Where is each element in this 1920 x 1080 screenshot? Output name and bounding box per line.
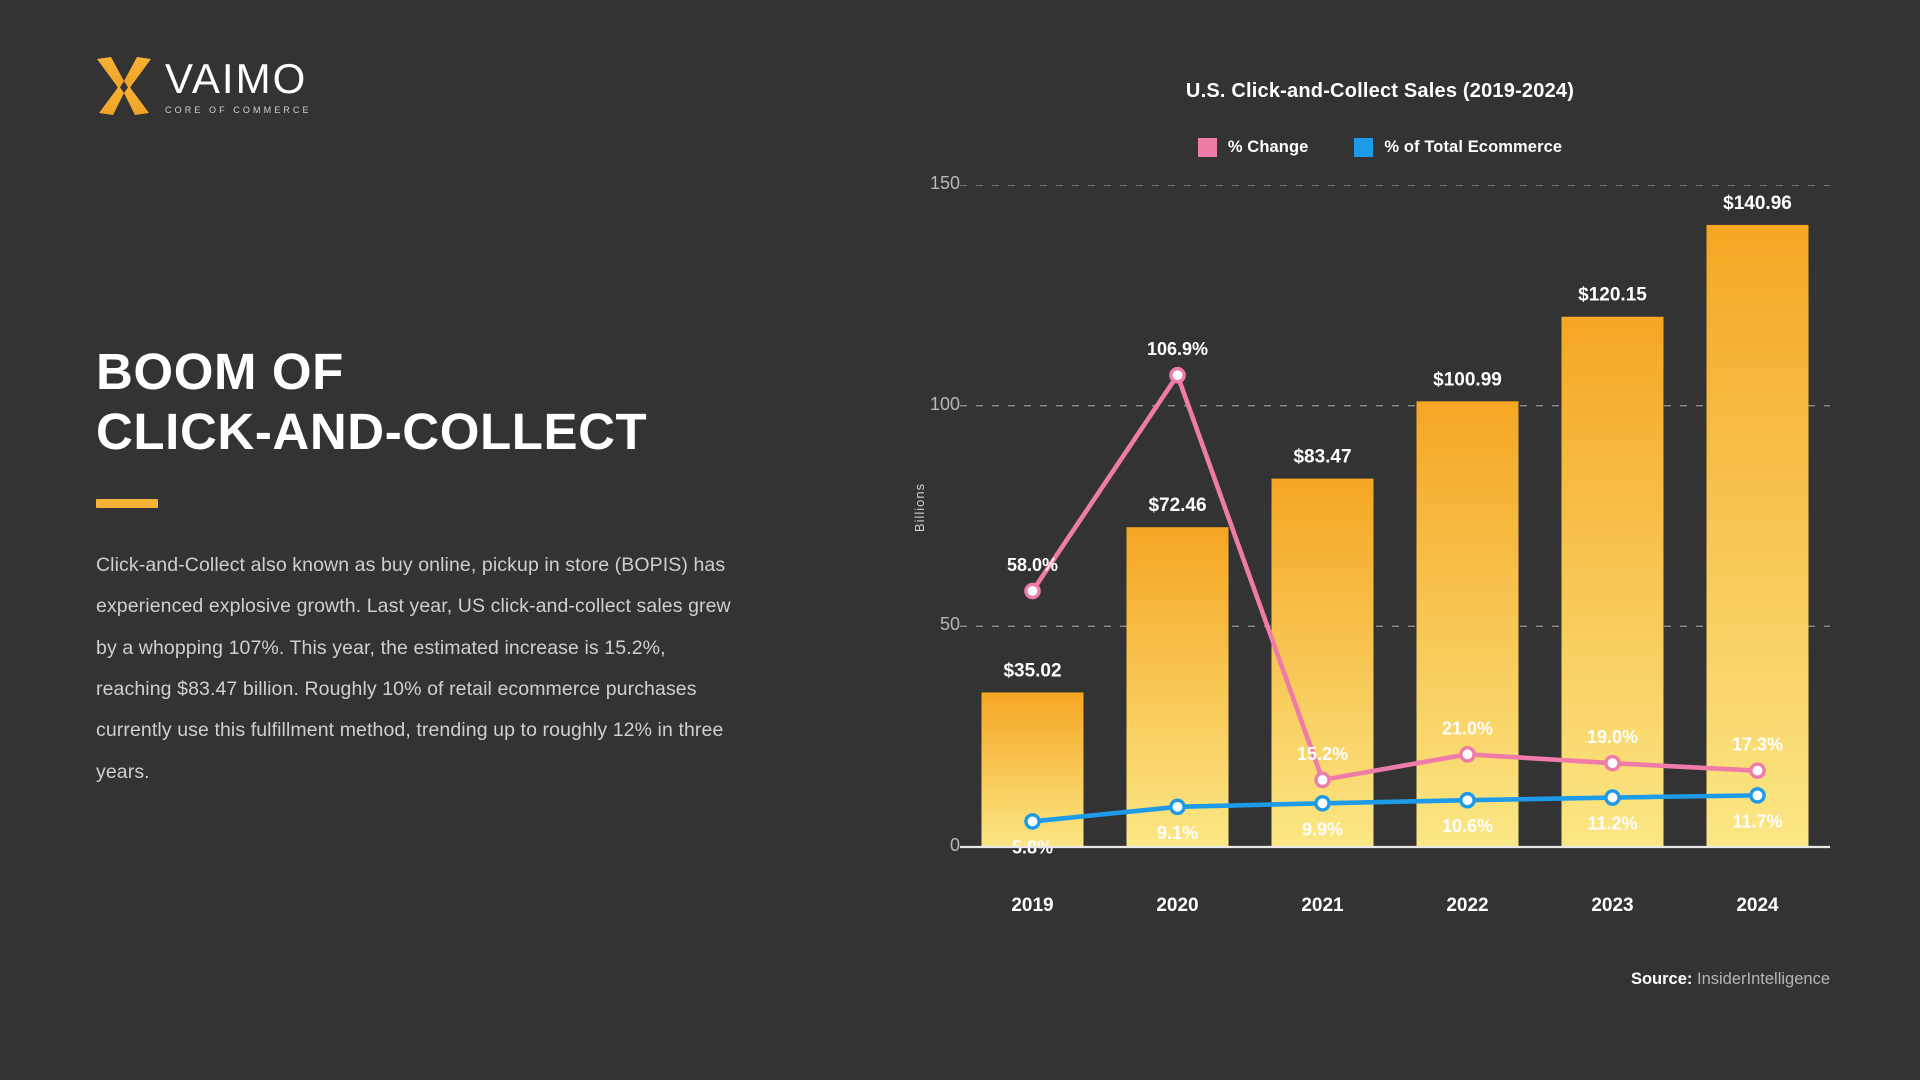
page-title: BOOM OF CLICK-AND-COLLECT: [96, 343, 648, 461]
x-axis-tick: 2022: [1446, 895, 1489, 916]
line-value-label: 9.9%: [1302, 819, 1343, 839]
brand-name: VAIMO: [165, 54, 308, 102]
line-value-labels: 58.0%106.9%15.2%21.0% 19.0% 17.3%5.8%9.1% 9…: [1007, 339, 1783, 857]
legend-label: % of Total Ecommerce: [1384, 138, 1563, 156]
bar-value-label: $140.96: [1723, 193, 1792, 214]
chart-legend: % Change % of Total Ecommerce: [1160, 138, 1600, 157]
line-value-label: 58.0%: [1007, 555, 1058, 575]
bar-value-label: $72.46: [1148, 495, 1206, 516]
source-name: InsiderIntelligence: [1697, 970, 1830, 988]
line-value-label: 11.2%: [1587, 814, 1637, 834]
line-value-label: 11.7%: [1732, 811, 1782, 831]
source-prefix: Source:: [1630, 970, 1693, 988]
x-axis-tick: 2019: [1011, 895, 1054, 916]
y-axis-ticks: 0 50 100 150: [915, 173, 960, 895]
x-axis-tick: 2023: [1591, 895, 1634, 916]
line-value-label: 19.0%: [1587, 727, 1638, 747]
y-axis-tick: 150: [929, 173, 960, 193]
line-value-label: 106.9%: [1147, 339, 1208, 359]
chart-title: U.S. Click-and-Collect Sales (2019-2024): [1185, 80, 1575, 102]
x-axis-tick: 2021: [1301, 895, 1344, 916]
logo-wordmark: VAIMO CORE OF COMMERCE: [165, 54, 313, 115]
bar-series: [981, 224, 1809, 847]
bar-value-label: $83.47: [1293, 447, 1351, 468]
legend-item-pct-change[interactable]: % Change: [1197, 138, 1309, 157]
line-value-label: 21.0%: [1442, 718, 1493, 738]
source-note: Source: InsiderIntelligence: [1400, 970, 1830, 989]
legend-label: % Change: [1227, 138, 1309, 156]
y-axis-tick: 0: [949, 835, 960, 855]
bar-value-labels: $35.02 $72.46 $83.47 $100.99 $120.15 $140.96: [1003, 193, 1791, 682]
legend-swatch-icon: [1354, 138, 1374, 157]
chart-plot-area: $35.02$72.46$83.47$100.99$120.15$140.96 …: [960, 185, 1830, 857]
bar-value-label: $35.02: [1003, 660, 1061, 681]
line-value-label: 10.6%: [1442, 816, 1493, 836]
x-axis-ticks: 2019 2020 2021 2022 2023 2024: [960, 895, 1830, 935]
x-axis-tick: 2024: [1736, 895, 1779, 916]
x-axis-tick: 2020: [1156, 895, 1199, 916]
legend-item-pct-total-ecommerce[interactable]: % of Total Ecommerce: [1354, 138, 1562, 157]
bar-value-label: $120.15: [1578, 285, 1647, 306]
body-paragraph: Click-and-Collect also known as buy onli…: [96, 554, 731, 783]
accent-divider: [96, 499, 158, 508]
gridlines: [960, 185, 1830, 628]
y-axis-tick: 100: [929, 393, 960, 414]
line-series: [1024, 366, 1766, 830]
brand-tagline: CORE OF COMMERCE: [165, 104, 312, 115]
vaimo-logo: VAIMO CORE OF COMMERCE: [95, 55, 313, 117]
line-value-label: 9.1%: [1157, 823, 1198, 843]
line-value-label: 17.3%: [1732, 735, 1783, 755]
vaimo-butterfly-icon: [97, 57, 151, 115]
legend-swatch-icon: [1197, 138, 1217, 157]
bar-value-label: $100.99: [1433, 369, 1502, 390]
y-axis-tick: 50: [939, 614, 960, 635]
line-value-label: 15.2%: [1297, 744, 1348, 764]
